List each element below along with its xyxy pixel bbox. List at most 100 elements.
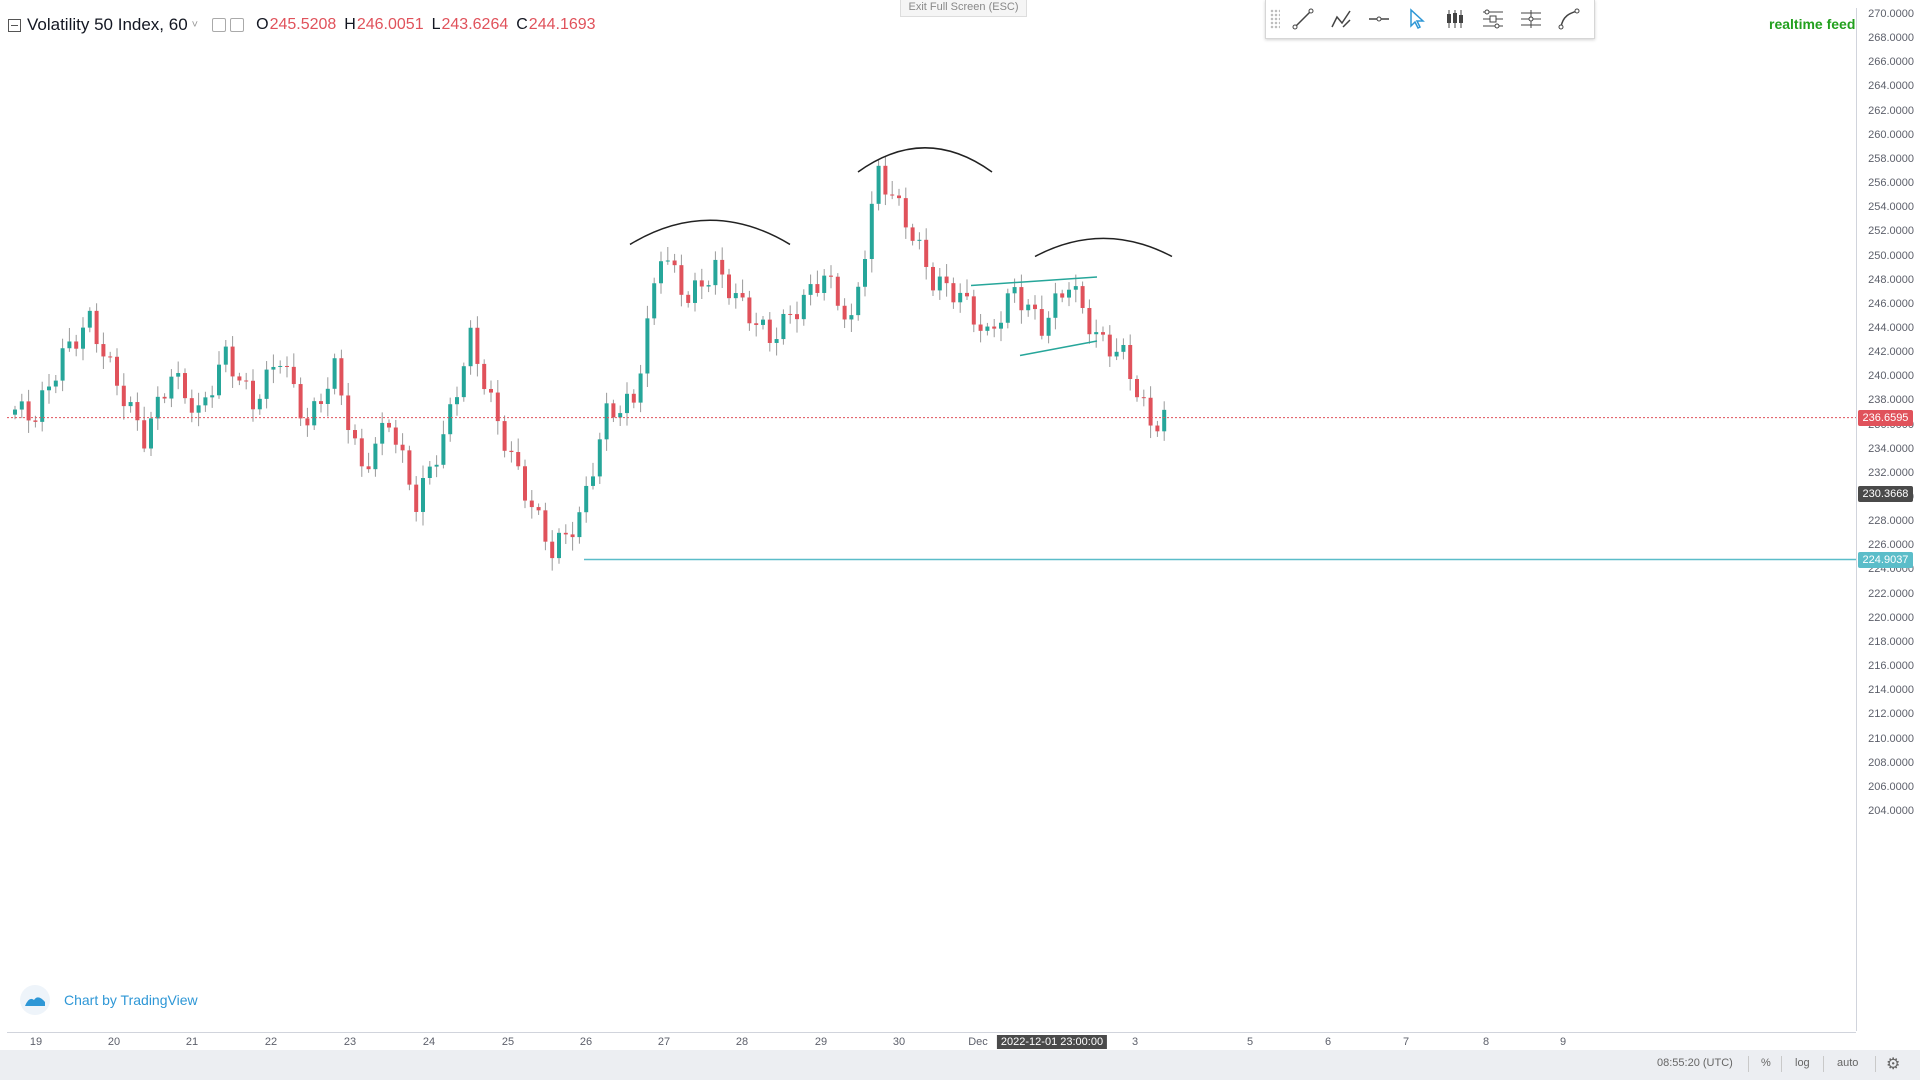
auto-toggle[interactable]: auto	[1837, 1057, 1859, 1069]
price-tick-label: 244.0000	[1868, 321, 1914, 334]
collapse-legend-icon[interactable]	[8, 18, 21, 32]
gear-icon[interactable]: ⚙	[1886, 1056, 1901, 1073]
price-scale[interactable]: 270.0000 268.0000 266.0000 264.0000 262.0000…	[1857, 8, 1920, 1031]
candle-down	[1060, 293, 1065, 298]
price-tick-label: 238.0000	[1868, 394, 1914, 407]
candle-up	[801, 294, 806, 320]
candle-up	[597, 439, 602, 477]
left-shoulder-arc	[629, 219, 791, 246]
time-tick-label: 3	[1131, 1036, 1139, 1048]
crosshair-time-label: 2022-12-01 23:00:00	[996, 1035, 1108, 1049]
candle-down	[699, 280, 704, 287]
candle-up	[455, 397, 459, 405]
price-tick-label: 260.0000	[1868, 128, 1914, 141]
status-separator	[1781, 1056, 1782, 1072]
candle-up	[774, 339, 779, 343]
drag-handle[interactable]	[1270, 9, 1280, 29]
candle-down	[142, 420, 147, 449]
cursor-arrow-icon[interactable]	[1398, 0, 1436, 38]
fib-retracement-icon[interactable]	[1474, 0, 1512, 38]
candle-up	[1005, 293, 1010, 323]
hide-icon[interactable]	[230, 18, 245, 32]
candle-down	[727, 274, 731, 299]
exit-fullscreen-button[interactable]: Exit Full Screen (ESC)	[900, 0, 1027, 17]
candle-down	[944, 276, 949, 284]
candle-up	[203, 397, 208, 406]
candle-up	[373, 443, 378, 470]
utc-clock[interactable]: 08:55:20 (UTC)	[1657, 1057, 1733, 1069]
candle-up	[264, 369, 269, 399]
candle-down	[359, 438, 364, 467]
symbol-legend: Volatility 50 Index, 60 ˅ O 245.5208 H 246…	[8, 15, 596, 35]
time-tick-label: 26	[579, 1036, 593, 1048]
candles-icon[interactable]	[1436, 0, 1474, 38]
candle-down	[720, 259, 725, 275]
tradingview-logo-icon	[20, 985, 50, 1015]
candle-up	[1121, 344, 1126, 352]
price-tick-label: 256.0000	[1868, 177, 1914, 190]
brush-icon[interactable]	[1322, 0, 1360, 38]
candle-up	[761, 319, 765, 325]
candle-down	[230, 346, 235, 377]
candle-down	[502, 421, 507, 451]
candle-down	[33, 420, 38, 422]
candle-down	[1155, 425, 1160, 432]
candle-up	[67, 341, 72, 349]
candle-up	[1162, 409, 1167, 432]
percent-toggle[interactable]: %	[1761, 1057, 1771, 1069]
chart-pane[interactable]	[7, 8, 1857, 1031]
candle-up	[60, 348, 65, 381]
price-chart[interactable]	[7, 8, 1856, 1031]
candle-down	[965, 292, 969, 297]
candle-up	[822, 275, 827, 293]
candle-up	[468, 327, 473, 367]
price-tick-label: 240.0000	[1868, 370, 1914, 383]
symbol-title[interactable]: Volatility 50 Index, 60	[27, 15, 188, 34]
settings-icon[interactable]	[212, 18, 227, 32]
candle-down	[393, 427, 398, 445]
candle-up	[210, 395, 215, 398]
candle-up	[781, 313, 786, 340]
price-tick-label: 258.0000	[1868, 152, 1914, 165]
candle-up	[217, 364, 221, 396]
candle-down	[835, 276, 840, 306]
candle-up	[999, 322, 1003, 329]
candle-down	[523, 466, 527, 501]
candle-down	[829, 275, 833, 277]
time-tick-label: Dec	[968, 1036, 988, 1048]
pitchfork-icon[interactable]	[1512, 0, 1550, 38]
tradingview-watermark[interactable]: Chart by TradingView	[20, 985, 198, 1015]
price-tick-label: 266.0000	[1868, 56, 1914, 69]
candle-down	[482, 363, 487, 390]
candle-down	[475, 327, 480, 364]
candle-down	[115, 356, 119, 386]
candle-down	[291, 366, 296, 385]
candle-down	[883, 165, 888, 195]
time-tick-label: 27	[657, 1036, 671, 1048]
log-toggle[interactable]: log	[1795, 1057, 1810, 1069]
candle-down	[400, 444, 405, 451]
current-price-tag: 236.6595	[1858, 409, 1913, 426]
candle-up	[808, 284, 813, 295]
status-bar: 08:55:20 (UTC) % log auto ⚙	[0, 1050, 1920, 1080]
candle-up	[1094, 332, 1099, 335]
candle-up	[13, 409, 17, 415]
candle-up	[577, 512, 582, 538]
time-axis[interactable]: 19 20 21 22 23 24 25 26 27 28 29 30 Dec 3 5 6 7 8 9 2022-12…	[7, 1032, 1856, 1051]
candle-down	[890, 194, 895, 196]
horizontal-line-icon[interactable]	[1360, 0, 1398, 38]
price-tick-label: 214.0000	[1868, 684, 1914, 697]
curve-icon[interactable]	[1550, 0, 1588, 38]
candle-up	[937, 276, 942, 291]
time-tick-label: 29	[814, 1036, 828, 1048]
candle-up	[638, 373, 643, 403]
candle-down	[135, 402, 140, 421]
time-tick-label: 24	[422, 1036, 436, 1048]
candle-down	[971, 296, 976, 325]
candle-down	[1128, 344, 1133, 380]
candle-down	[1107, 334, 1112, 357]
watermark-text[interactable]: Chart by TradingView	[64, 992, 198, 1008]
trend-line-icon[interactable]	[1284, 0, 1322, 38]
candle-up	[985, 326, 990, 331]
chevron-down-icon[interactable]: ˅	[191, 19, 199, 31]
